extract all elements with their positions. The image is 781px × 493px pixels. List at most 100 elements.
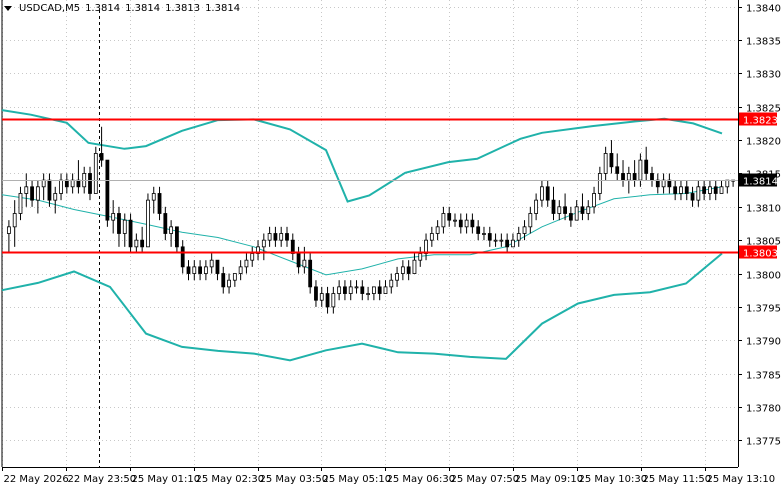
candle-bearish — [632, 173, 637, 181]
y-tick-label: 1.3820 — [746, 137, 781, 148]
candle-bearish — [140, 239, 145, 248]
candle-bullish — [279, 233, 284, 241]
candle-bearish — [655, 179, 660, 188]
candle-bullish — [603, 153, 608, 174]
candle-bullish — [59, 179, 63, 194]
candle-bullish — [267, 233, 272, 241]
candle-bearish — [690, 193, 695, 201]
candle-bullish — [35, 186, 40, 201]
candle-bullish — [592, 193, 596, 208]
candle-bearish — [163, 213, 168, 234]
candle-bullish — [493, 239, 498, 242]
candle-bullish — [250, 253, 255, 261]
level-price-tag — [739, 245, 777, 259]
candle-bullish — [395, 273, 399, 281]
candle-bearish — [713, 186, 718, 194]
y-tick-label: 1.3780 — [746, 404, 781, 415]
candle-bullish — [511, 239, 515, 248]
candle-bullish — [70, 179, 75, 188]
candle-bullish — [134, 239, 139, 248]
candle-bearish — [128, 219, 133, 248]
candle-bullish — [319, 293, 324, 301]
candle-bullish — [638, 159, 643, 181]
candle-bearish — [186, 266, 191, 274]
candle-bearish — [563, 206, 567, 214]
candle-bearish — [290, 239, 295, 254]
x-tick-label: 25 May 01:10 — [132, 474, 201, 485]
candle-bearish — [314, 286, 318, 301]
candle-bullish — [597, 173, 602, 194]
candle-bullish — [696, 186, 701, 201]
open-value: 1.3814 — [85, 3, 121, 14]
candle-bearish — [215, 259, 220, 274]
candle-bearish — [105, 159, 110, 221]
current-price-label: 1.3814 — [743, 177, 778, 188]
bollinger-lower-band — [1, 252, 723, 362]
candle-bullish — [464, 219, 469, 228]
candle-bearish — [377, 286, 382, 294]
y-tick-label: 1.3785 — [746, 371, 781, 382]
candle-bearish — [198, 266, 202, 274]
x-tick-label: 25 May 02:30 — [196, 474, 265, 485]
candle-bullish — [429, 233, 434, 241]
candle-bullish — [261, 239, 266, 248]
candle-bearish — [545, 186, 550, 201]
candle-bearish — [458, 219, 463, 228]
candle-bullish — [111, 213, 116, 221]
candle-bearish — [30, 186, 34, 201]
level-price-tag — [739, 112, 777, 126]
candle-bearish — [644, 159, 649, 174]
y-tick-label: 1.3810 — [746, 204, 781, 215]
candle-bearish — [702, 186, 707, 194]
candle-bullish — [244, 259, 249, 268]
candle-bullish — [151, 193, 156, 201]
chart-header: USDCAD,M5 1.3814 1.3814 1.3813 1.3814 — [4, 3, 240, 14]
candle-bearish — [308, 259, 313, 288]
close-value: 1.3814 — [205, 3, 241, 14]
candle-bullish — [383, 286, 388, 294]
candle-bullish — [12, 213, 17, 228]
candle-bearish — [47, 179, 52, 201]
candle-bullish — [209, 259, 214, 268]
candle-bearish — [360, 286, 365, 294]
candle-bearish — [621, 173, 625, 181]
candle-bullish — [499, 239, 504, 242]
bollinger-middle-band — [1, 186, 723, 276]
candle-bearish — [551, 199, 556, 214]
candle-bullish — [441, 213, 446, 228]
candle-bullish — [418, 253, 423, 261]
candle-bearish — [650, 173, 654, 181]
candle-bullish — [574, 206, 579, 221]
level-price-label: 1.3823 — [743, 116, 778, 127]
y-tick-label: 1.3825 — [746, 104, 781, 115]
candle-bullish — [146, 199, 150, 248]
candle-bullish — [337, 286, 342, 294]
candle-bullish — [366, 293, 371, 295]
candle-bearish — [157, 193, 162, 214]
candle-bullish — [719, 186, 724, 194]
candle-bullish — [725, 179, 730, 188]
candle-bearish — [615, 166, 620, 174]
x-tick-label: 22 May 2026 — [4, 474, 69, 485]
candle-bearish — [64, 179, 69, 188]
candle-bullish — [53, 193, 58, 201]
candle-bearish — [406, 266, 411, 274]
candle-bearish — [296, 253, 301, 268]
y-tick-label: 1.3835 — [746, 37, 781, 48]
candle-bullish — [453, 219, 457, 222]
level-price-label: 1.3803 — [743, 249, 778, 260]
candle-bearish — [99, 153, 104, 161]
candle-bullish — [227, 279, 231, 288]
candle-bearish — [180, 246, 185, 268]
candle-bearish — [568, 213, 573, 221]
candle-bearish — [273, 233, 278, 241]
candle-bullish — [557, 206, 562, 214]
candle-bearish — [117, 213, 121, 234]
x-tick-label: 25 May 09:10 — [515, 474, 584, 485]
candle-bullish — [424, 239, 428, 254]
chart-menu-triangle-icon[interactable] — [4, 6, 12, 11]
candle-bearish — [580, 206, 585, 214]
candle-bullish — [203, 266, 208, 274]
